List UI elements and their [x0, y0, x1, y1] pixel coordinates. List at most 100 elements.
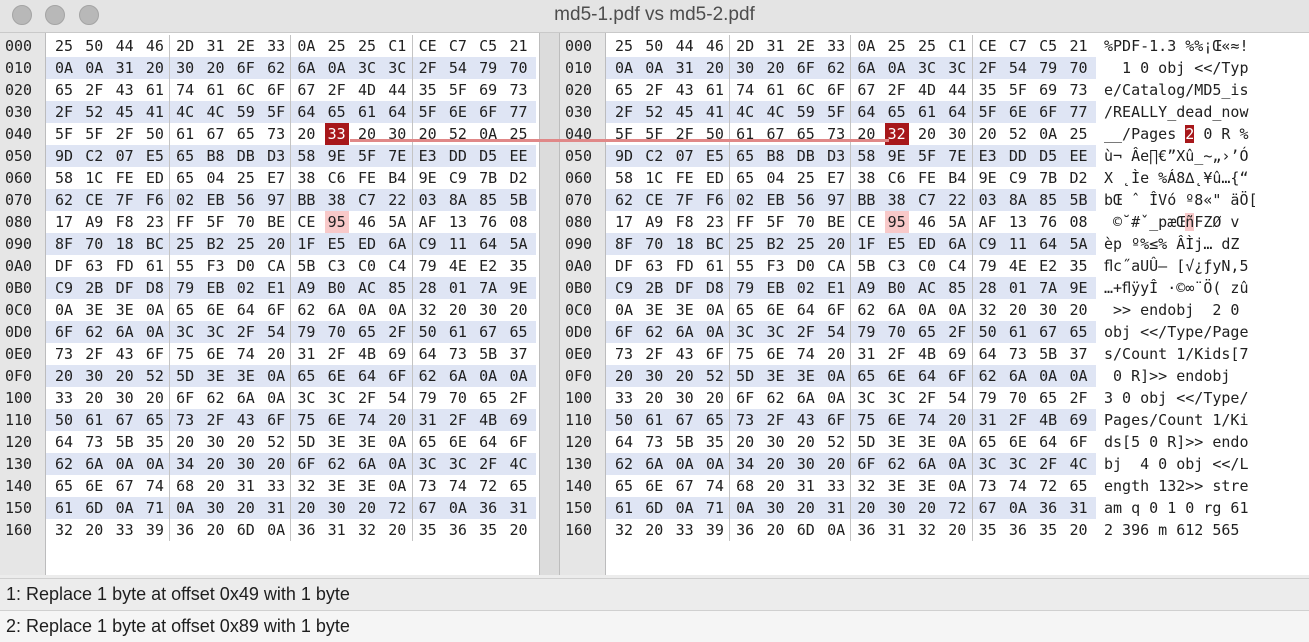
hex-byte[interactable]: 6A	[796, 389, 815, 407]
hex-byte[interactable]: 64	[357, 367, 377, 385]
hex-byte[interactable]: 64	[297, 103, 316, 121]
hex-byte[interactable]: 6F	[614, 323, 634, 341]
hex-byte[interactable]: BC	[145, 235, 164, 253]
hex-byte[interactable]: AF	[978, 213, 997, 231]
hex-byte[interactable]: 65	[479, 389, 498, 407]
hex-byte[interactable]: 6A	[857, 59, 876, 77]
hex-byte[interactable]: 76	[479, 213, 498, 231]
hex-byte[interactable]: 3C	[206, 323, 225, 341]
hex-byte[interactable]: C9	[1008, 169, 1027, 187]
hex-byte[interactable]: FE	[115, 169, 134, 187]
right-hex-pane[interactable]: 000 25 50 44 46 2D 31 2E 33 0A 25 25 C1 CE C7 C5 21 %PDF-…	[560, 33, 1309, 575]
hex-byte[interactable]: 46	[917, 213, 937, 231]
hex-byte[interactable]: 20	[766, 455, 785, 473]
hex-byte[interactable]: 65	[236, 125, 255, 143]
hex-byte[interactable]: 4E	[1008, 257, 1027, 275]
hex-byte[interactable]: 44	[115, 37, 134, 55]
hex-byte[interactable]: 3C	[418, 455, 437, 473]
hex-byte[interactable]: C0	[357, 257, 377, 275]
hex-byte[interactable]: 20	[827, 235, 846, 253]
hex-byte[interactable]: 0A	[705, 455, 724, 473]
hex-byte[interactable]: 20	[176, 433, 195, 451]
hex-byte[interactable]: 25	[509, 125, 528, 143]
hex-byte[interactable]: 0A	[388, 477, 407, 495]
hex-byte[interactable]: 5B	[509, 191, 528, 209]
hex-byte[interactable]: 79	[176, 279, 195, 297]
hex-byte[interactable]: 36	[736, 521, 755, 539]
hex-byte[interactable]: 25	[327, 37, 346, 55]
hex-byte[interactable]: 67	[115, 411, 134, 429]
hex-byte[interactable]: 31	[267, 499, 286, 517]
hex-byte[interactable]: 75	[736, 345, 755, 363]
hex-byte[interactable]: 65	[736, 147, 755, 165]
hex-byte[interactable]: 2F	[357, 389, 377, 407]
hex-byte[interactable]: 52	[827, 433, 846, 451]
hex-byte[interactable]: 6A	[1008, 367, 1027, 385]
hex-byte[interactable]: EB	[766, 279, 785, 297]
hex-byte[interactable]: 3E	[357, 477, 377, 495]
hex-byte[interactable]: 65	[887, 103, 906, 121]
hex-byte[interactable]: 65	[327, 103, 346, 121]
hex-byte[interactable]: 17	[614, 213, 634, 231]
hex-byte[interactable]: 52	[267, 433, 286, 451]
hex-byte[interactable]: 33	[827, 477, 846, 495]
hex-byte[interactable]: 77	[1069, 103, 1088, 121]
hex-byte[interactable]: 61	[448, 323, 467, 341]
hex-byte[interactable]: 30	[206, 433, 225, 451]
hex-byte[interactable]: 31	[796, 477, 815, 495]
hex-byte[interactable]: 5B	[1069, 191, 1088, 209]
hex-byte[interactable]: 25	[236, 235, 255, 253]
hex-byte[interactable]: 01	[1008, 279, 1027, 297]
hex-byte[interactable]: 08	[509, 213, 528, 231]
hex-byte[interactable]: D8	[705, 279, 724, 297]
hex-byte[interactable]: 20	[827, 455, 846, 473]
hex-byte[interactable]: 17	[54, 213, 74, 231]
hex-byte[interactable]: 62	[418, 367, 437, 385]
hex-byte[interactable]: F8	[115, 213, 134, 231]
hex-byte[interactable]: 70	[1069, 59, 1088, 77]
hex-byte[interactable]: 59	[236, 103, 255, 121]
hex-byte[interactable]: 46	[145, 37, 164, 55]
hex-byte[interactable]: 20	[509, 521, 528, 539]
hex-byte[interactable]: 61	[766, 81, 785, 99]
hex-byte[interactable]: 6F	[267, 411, 286, 429]
hex-byte[interactable]: 6F	[796, 59, 815, 77]
hex-byte[interactable]: 3E	[327, 433, 346, 451]
hex-byte[interactable]: 32	[917, 521, 937, 539]
hex-byte[interactable]: 39	[705, 521, 724, 539]
hex-byte[interactable]: 20	[297, 499, 316, 517]
changed-byte[interactable]: 95	[324, 211, 349, 233]
hex-byte[interactable]: A9	[85, 213, 104, 231]
hex-byte[interactable]: 73	[1008, 345, 1027, 363]
hex-byte[interactable]: 30	[388, 125, 407, 143]
hex-byte[interactable]: 74	[736, 81, 755, 99]
hex-byte[interactable]: 37	[1069, 345, 1088, 363]
hex-byte[interactable]: 64	[917, 367, 937, 385]
hex-byte[interactable]: 2F	[887, 81, 906, 99]
hex-byte[interactable]: 22	[948, 191, 967, 209]
hex-byte[interactable]: 6A	[357, 455, 377, 473]
hex-byte[interactable]: 31	[115, 59, 134, 77]
hex-byte[interactable]: 2F	[978, 59, 997, 77]
hex-byte[interactable]: 61	[705, 81, 724, 99]
hex-byte[interactable]: 0A	[948, 301, 967, 319]
hex-byte[interactable]: 5F	[357, 147, 377, 165]
hex-byte[interactable]: 3E	[917, 433, 937, 451]
hex-byte[interactable]: 5F	[85, 125, 104, 143]
hex-byte[interactable]: 5F	[766, 213, 785, 231]
hex-byte[interactable]: 3E	[236, 367, 255, 385]
hex-byte[interactable]: 0A	[509, 367, 528, 385]
hex-byte[interactable]: 0A	[827, 367, 846, 385]
hex-byte[interactable]: BE	[267, 213, 286, 231]
hex-byte[interactable]: 62	[54, 455, 74, 473]
hex-byte[interactable]: 69	[948, 345, 967, 363]
hex-byte[interactable]: 6F	[1069, 433, 1088, 451]
hex-byte[interactable]: ED	[705, 169, 724, 187]
hex-byte[interactable]: 62	[54, 191, 74, 209]
hex-byte[interactable]: 6E	[887, 367, 906, 385]
hex-byte[interactable]: B2	[766, 235, 785, 253]
hex-byte[interactable]: 69	[1039, 81, 1058, 99]
hex-byte[interactable]: 35	[509, 257, 528, 275]
hex-byte[interactable]: 2F	[85, 81, 104, 99]
hex-byte[interactable]: 74	[145, 477, 164, 495]
